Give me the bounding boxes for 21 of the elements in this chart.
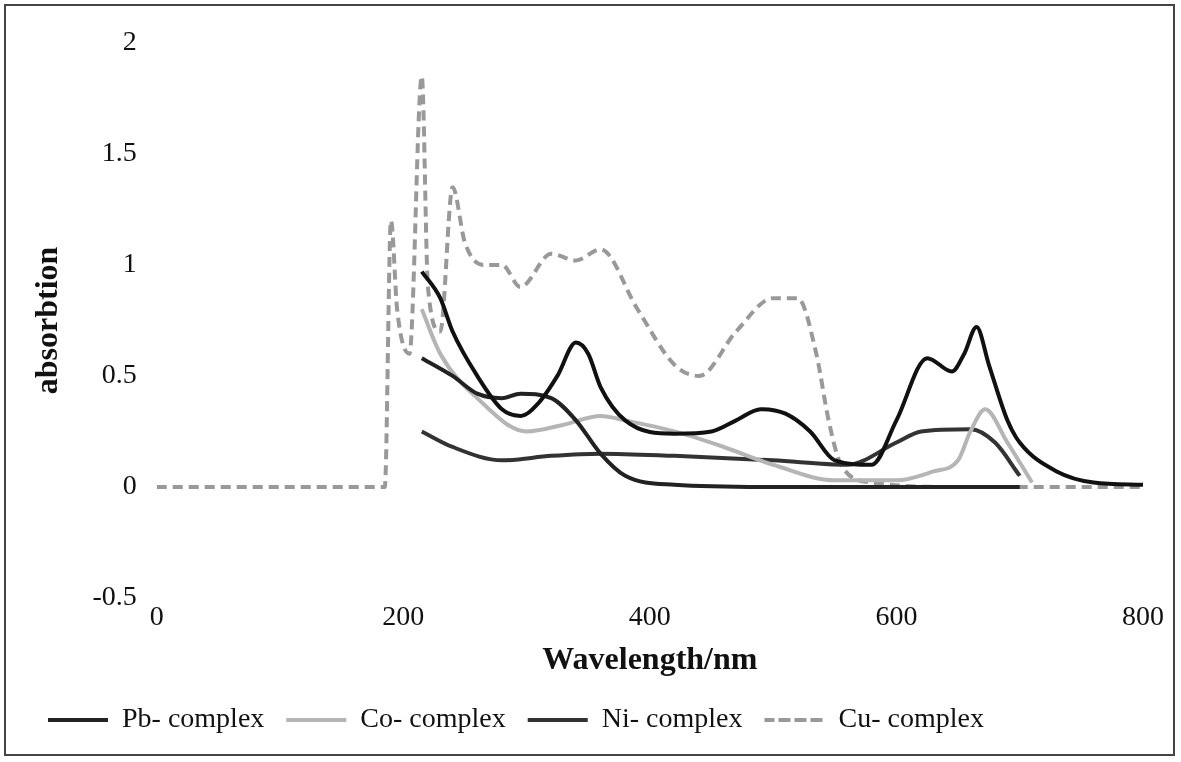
- y-tick-label: 1: [122, 247, 137, 279]
- line-series: [419, 356, 1022, 489]
- y-tick-label: 2: [122, 25, 137, 57]
- y-axis-title: absorbtion: [28, 246, 65, 395]
- x-tick-label: 600: [875, 600, 918, 632]
- x-tick-label: 200: [382, 600, 425, 632]
- x-axis-title: Wavelength/nm: [542, 640, 758, 677]
- line-series: [419, 307, 1035, 485]
- legend-label: Cu- complex: [838, 702, 984, 734]
- legend-label: Pb- complex: [122, 702, 265, 734]
- x-tick-label: 0: [149, 600, 164, 632]
- y-tick-label: 1.5: [101, 136, 137, 168]
- x-tick-label: 800: [1122, 600, 1164, 632]
- line-series: [419, 269, 1143, 487]
- y-tick-label: -0.5: [92, 580, 137, 612]
- legend-label: Ni- complex: [601, 702, 743, 734]
- line-series: [419, 427, 1022, 478]
- legend-label: Co- complex: [360, 702, 506, 734]
- y-tick-label: 0: [122, 469, 137, 501]
- y-tick-label: 0.5: [101, 358, 137, 390]
- x-tick-label: 400: [628, 600, 671, 632]
